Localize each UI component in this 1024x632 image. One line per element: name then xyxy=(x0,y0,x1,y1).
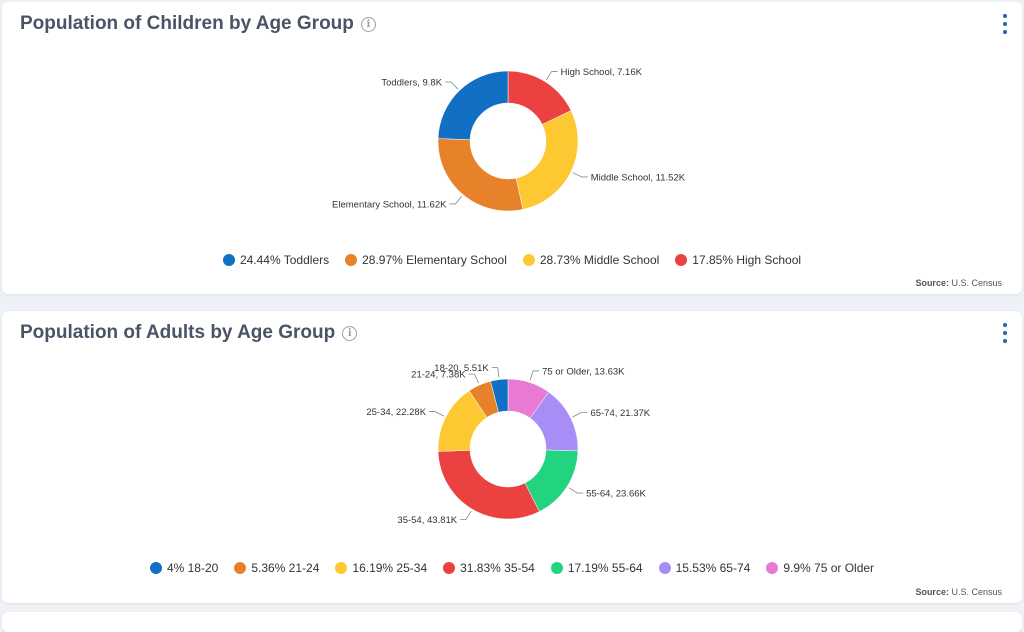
data-label: 25-34, 22.28K xyxy=(366,407,426,418)
legend-label: 15.53% 65-74 xyxy=(675,561,751,575)
leader-line xyxy=(491,367,500,378)
leader-line xyxy=(529,370,540,381)
legend-marker xyxy=(443,562,456,574)
legend-item-35-54[interactable]: 31.83% 35-54 xyxy=(443,561,535,575)
legend-item-75-or-older[interactable]: 9.9% 75 or Older xyxy=(766,561,874,575)
leader-line xyxy=(468,373,480,384)
more-options-icon[interactable] xyxy=(1002,323,1008,343)
legend-item-toddlers[interactable]: 24.44% Toddlers xyxy=(222,253,330,267)
children-chart-card: Population of Children by Age Group i Hi… xyxy=(2,2,1022,294)
legend-marker xyxy=(658,562,671,574)
legend-marker xyxy=(766,562,779,574)
data-label: 65-74, 21.37K xyxy=(590,408,650,419)
leader-line xyxy=(429,411,445,417)
legend-item-21-24[interactable]: 5.36% 21-24 xyxy=(234,561,319,575)
next-card xyxy=(2,612,1022,632)
legend-marker xyxy=(522,254,535,266)
data-label: 18-20, 5.51K xyxy=(434,363,489,374)
legend-marker xyxy=(222,254,235,266)
legend-item-middle-school[interactable]: 28.73% Middle School xyxy=(522,253,660,267)
legend-marker xyxy=(234,562,247,574)
legend-label: 24.44% Toddlers xyxy=(239,253,330,267)
legend-label: 28.97% Elementary School xyxy=(362,253,507,267)
legend-item-18-20[interactable]: 4% 18-20 xyxy=(149,561,219,575)
children-legend: 24.44% Toddlers 28.97% Elementary School 2… xyxy=(2,253,1022,267)
data-label: 21-24, 7.38K xyxy=(411,370,466,381)
legend-label: 17.19% 55-64 xyxy=(567,561,643,575)
data-label: 55-64, 23.66K xyxy=(586,489,646,500)
legend-marker xyxy=(550,562,563,574)
legend-label: 5.36% 21-24 xyxy=(251,561,320,575)
slice-middle-school[interactable] xyxy=(515,110,579,210)
data-label: Toddlers, 9.8K xyxy=(381,78,442,89)
data-label: Elementary School, 11.62K xyxy=(332,199,447,210)
leader-line xyxy=(572,172,588,178)
leader-line xyxy=(449,196,463,205)
children-donut-chart: High School, 7.16K Middle School, 11.52K E… xyxy=(332,67,686,212)
leader-line xyxy=(568,487,584,494)
slice-toddlers[interactable] xyxy=(437,70,509,140)
legend-item-55-64[interactable]: 17.19% 55-64 xyxy=(550,561,643,575)
card-title: Population of Children by Age Group i xyxy=(20,13,376,35)
legend-marker xyxy=(149,562,162,574)
card-title: Population of Adults by Age Group i xyxy=(20,322,358,344)
source-note: Source: U.S. Census xyxy=(915,278,1002,288)
legend-marker xyxy=(345,254,358,266)
legend-label: 16.19% 25-34 xyxy=(352,561,428,575)
leader-line xyxy=(572,412,588,418)
info-icon[interactable]: i xyxy=(360,16,376,32)
leader-line xyxy=(545,71,558,81)
legend-marker xyxy=(675,254,688,266)
children-chart-title: Population of Children by Age Group xyxy=(20,13,354,34)
legend-marker xyxy=(335,562,348,574)
legend-item-25-34[interactable]: 16.19% 25-34 xyxy=(335,561,427,575)
data-label: 35-54, 43.81K xyxy=(397,515,457,526)
legend-item-65-74[interactable]: 15.53% 65-74 xyxy=(658,561,751,575)
slice-35-54[interactable] xyxy=(437,450,540,520)
leader-line xyxy=(460,510,472,520)
data-label: High School, 7.16K xyxy=(561,67,643,78)
adults-legend: 4% 18-20 5.36% 21-24 16.19% 25-34 31.83% 35… xyxy=(2,561,1022,575)
leader-line xyxy=(445,81,459,90)
slice-18-20[interactable] xyxy=(490,378,509,413)
legend-label: 9.9% 75 or Older xyxy=(783,561,875,575)
legend-item-elementary-school[interactable]: 28.97% Elementary School xyxy=(345,253,507,267)
adults-chart-title: Population of Adults by Age Group xyxy=(20,322,336,343)
legend-item-high-school[interactable]: 17.85% High School xyxy=(675,253,801,267)
info-icon[interactable]: i xyxy=(342,325,358,341)
adults-chart-card: Population of Adults by Age Group i 75 o… xyxy=(2,311,1022,603)
adults-donut-chart: 75 or Older, 13.63K 65-74, 21.37K 55-64, 2… xyxy=(366,363,650,526)
data-label: 75 or Older, 13.63K xyxy=(542,366,625,377)
more-options-icon[interactable] xyxy=(1002,14,1008,34)
slice-elementary-school[interactable] xyxy=(437,138,524,212)
legend-label: 28.73% Middle School xyxy=(539,253,660,267)
data-label: Middle School, 11.52K xyxy=(591,172,686,183)
legend-label: 31.83% 35-54 xyxy=(460,561,535,575)
legend-label: 17.85% High School xyxy=(692,253,802,267)
legend-label: 4% 18-20 xyxy=(166,561,219,575)
source-note: Source: U.S. Census xyxy=(915,587,1002,597)
